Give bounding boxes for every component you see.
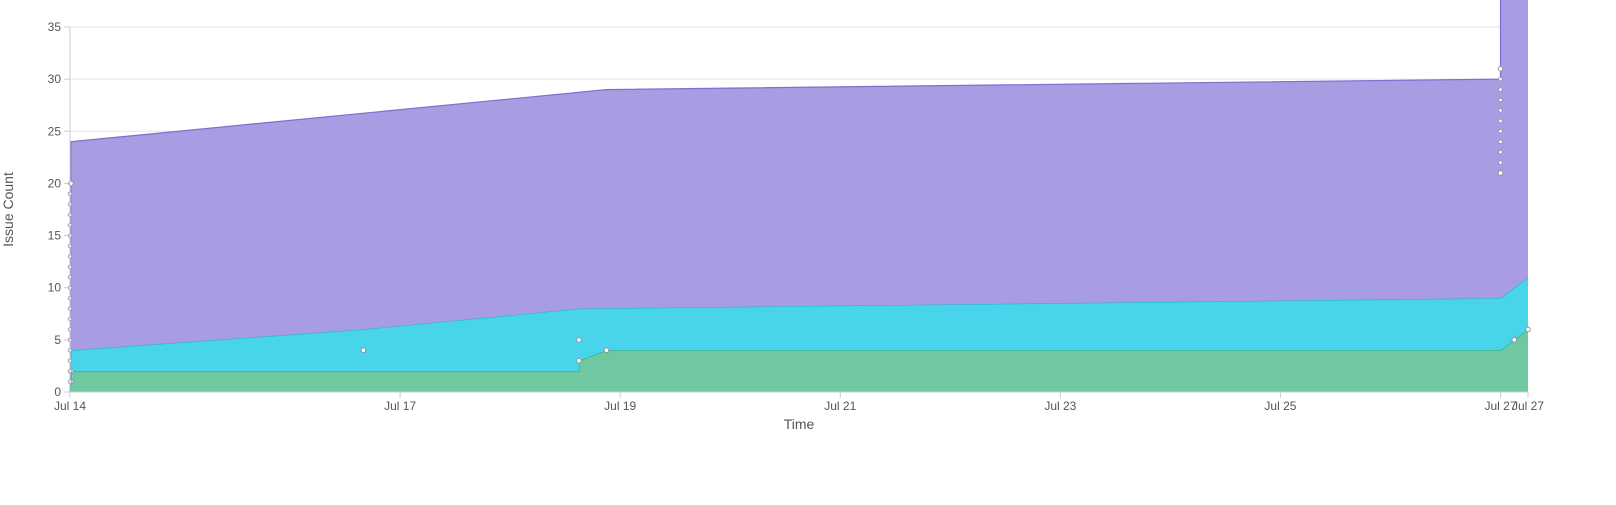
axes <box>69 27 1528 393</box>
data-point <box>1498 108 1503 113</box>
data-point <box>603 347 610 354</box>
data-point <box>1498 129 1503 134</box>
data-point <box>1498 97 1503 103</box>
x-tick-label: Jul 27 <box>1512 399 1544 413</box>
y-tick-label: 25 <box>48 124 62 138</box>
series-area-2 <box>70 277 1528 392</box>
data-point <box>576 337 582 343</box>
data-point <box>1525 326 1531 333</box>
y-tick-label: 10 <box>48 281 62 295</box>
data-point <box>1498 160 1503 165</box>
y-tick-label: 35 <box>48 20 62 34</box>
series-area-3 <box>70 0 1528 392</box>
y-axis-title: Issue Count <box>0 172 16 247</box>
data-point <box>68 180 74 187</box>
y-tick-labels: 0 5 10 15 20 25 30 35 <box>48 20 62 399</box>
data-point <box>360 347 367 354</box>
x-tick-label: Jul 19 <box>604 399 636 413</box>
data-point <box>1511 337 1517 343</box>
data-point <box>1498 149 1503 155</box>
x-tick-label: Jul 23 <box>1044 399 1076 413</box>
data-point <box>1498 139 1503 144</box>
series-areas <box>69 0 1529 393</box>
y-tick-label: 15 <box>48 229 62 243</box>
y-tick-label: 5 <box>54 333 61 347</box>
x-tick-label: Jul 17 <box>384 399 416 413</box>
x-tick-label: Jul 25 <box>1264 399 1296 413</box>
data-point <box>1498 76 1503 82</box>
x-tick-label: Jul 14 <box>54 399 86 413</box>
data-point <box>1497 65 1504 72</box>
x-tick-label: Jul 27 <box>1484 399 1516 413</box>
data-point <box>576 357 582 364</box>
y-tick-label: 0 <box>54 385 61 399</box>
y-tick-label: 30 <box>48 72 62 86</box>
data-point <box>1498 87 1503 92</box>
x-axis-title: Time <box>784 416 815 432</box>
data-point <box>1497 170 1504 176</box>
x-tick-label: Jul 21 <box>824 399 856 413</box>
data-point <box>1498 118 1503 124</box>
y-tick-label: 20 <box>48 176 62 190</box>
series-area-1 <box>70 329 1528 392</box>
x-tick-labels: Jul 14 Jul 17 Jul 19 Jul 21 Jul 23 Jul 25 Jul … <box>54 392 1544 413</box>
